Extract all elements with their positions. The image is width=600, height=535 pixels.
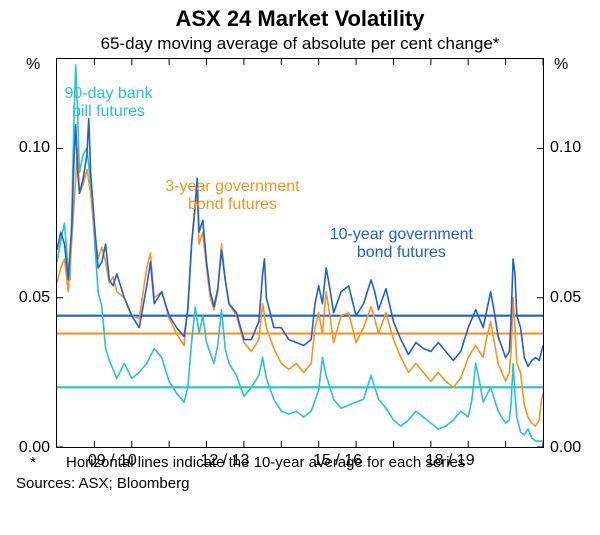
footnote: * Horizontal lines indicate the 10-year … [16,454,588,471]
ytick-left: 0.10 [0,139,50,157]
chart-subtitle: 65-day moving average of absolute per ce… [0,34,600,54]
chart-title: ASX 24 Market Volatility [0,0,600,32]
series-label: 90-day bankbill futures [65,85,153,121]
ytick-left: 0.05 [0,289,50,307]
footnote-marker: * [30,454,36,471]
ytick-right: 0.10 [550,139,581,157]
series-label: 10-year governmentbond futures [330,226,473,262]
ytick-right: 0.05 [550,289,581,307]
y-unit-right: % [554,56,568,74]
chart-block: % % 90-day bankbill futures 3-year govern… [0,58,600,448]
sources-text: Sources: ASX; Bloomberg [16,475,588,492]
footnote-text: Horizontal lines indicate the 10-year av… [66,454,588,471]
chart-container: ASX 24 Market Volatility 65-day moving a… [0,0,600,535]
series-label: 3-year governmentbond futures [165,178,299,214]
y-unit-left: % [26,56,40,74]
